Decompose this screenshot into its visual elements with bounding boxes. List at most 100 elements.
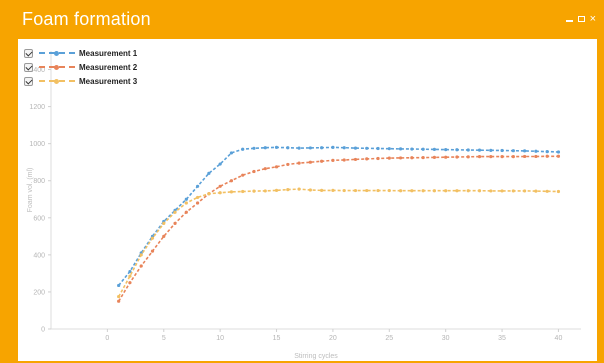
series-3-point bbox=[229, 190, 234, 194]
series-2-point bbox=[117, 299, 121, 303]
window-controls: × bbox=[565, 12, 596, 26]
series-2-point bbox=[229, 179, 234, 183]
y-tick-label: 1200 bbox=[29, 104, 45, 111]
series-1-point bbox=[444, 147, 448, 152]
series-1-point bbox=[353, 146, 358, 150]
legend-checkbox-2[interactable] bbox=[24, 62, 33, 72]
series-1-point bbox=[421, 147, 425, 151]
chart-panel: 0 200 400 600 800 1000 1200 1400 0 5 10 15 20 25 30 35 4… bbox=[18, 39, 597, 361]
series-2-point bbox=[410, 156, 414, 160]
close-icon[interactable]: × bbox=[589, 13, 596, 25]
series-1-point bbox=[218, 162, 222, 166]
series-2-point bbox=[489, 155, 493, 159]
series-2-point bbox=[252, 169, 256, 174]
series-2-point bbox=[365, 157, 369, 161]
series-1-point bbox=[432, 147, 437, 152]
series-3-point bbox=[455, 189, 459, 193]
series-3-point bbox=[342, 188, 346, 193]
series-2-point bbox=[466, 155, 470, 159]
x-tick-label: 35 bbox=[498, 335, 506, 342]
series-2-point bbox=[150, 249, 155, 253]
series-1-point bbox=[387, 147, 391, 151]
series-swatch-2 bbox=[39, 64, 75, 70]
series-2-point bbox=[455, 155, 459, 159]
series-1-point bbox=[320, 146, 324, 150]
series-2-point bbox=[511, 155, 515, 159]
series-1-point bbox=[252, 146, 256, 150]
series-1-point bbox=[241, 147, 245, 151]
series-3-point bbox=[489, 189, 493, 193]
minimize-icon[interactable] bbox=[565, 20, 573, 22]
x-tick-label: 40 bbox=[555, 335, 563, 342]
series-2-point bbox=[286, 162, 290, 167]
y-tick-label: 1400 bbox=[29, 67, 45, 74]
legend-checkbox-1[interactable] bbox=[24, 48, 33, 58]
legend-item-measurement-2[interactable]: Measurement 2 bbox=[24, 60, 137, 74]
series-line-1 bbox=[118, 146, 559, 286]
y-tick-label: 0 bbox=[41, 327, 45, 334]
line-chart: 0 200 400 600 800 1000 1200 1400 0 5 10 15 20 25 30 35 4… bbox=[27, 51, 581, 360]
series-2-point bbox=[432, 155, 437, 159]
series-line-3 bbox=[117, 188, 559, 297]
series-2-point bbox=[218, 184, 222, 188]
series-1-point bbox=[184, 197, 188, 201]
series-3-point bbox=[365, 188, 369, 193]
series-1-point bbox=[410, 147, 414, 151]
series-2-point bbox=[545, 154, 549, 158]
y-tick-label: 1000 bbox=[29, 141, 45, 148]
legend-label-2: Measurement 2 bbox=[79, 62, 138, 72]
series-3-point bbox=[432, 189, 437, 193]
series-1-point bbox=[466, 148, 470, 152]
series-1-point bbox=[365, 146, 369, 150]
x-tick-label: 25 bbox=[385, 335, 393, 342]
series-3-point bbox=[331, 188, 335, 192]
series-3-point bbox=[274, 188, 279, 192]
series-3-point bbox=[263, 189, 267, 193]
series-2-point bbox=[241, 173, 245, 177]
series-1-point bbox=[308, 146, 312, 150]
series-3-point bbox=[297, 187, 301, 191]
maximize-icon[interactable] bbox=[577, 16, 585, 22]
series-1-point bbox=[207, 171, 211, 175]
chart-legend: Measurement 1 Measurement 2 Measurement … bbox=[24, 46, 137, 88]
series-3-point bbox=[534, 189, 538, 193]
series-3-point bbox=[195, 195, 200, 200]
title-bar[interactable]: Foam formation × bbox=[0, 0, 604, 38]
series-2-point bbox=[500, 155, 504, 159]
legend-label-3: Measurement 3 bbox=[79, 76, 138, 86]
series-2-point bbox=[263, 167, 267, 171]
series-3-point bbox=[511, 189, 515, 193]
series-1-point bbox=[263, 146, 267, 150]
series-1-point bbox=[117, 283, 121, 288]
series-3-point bbox=[545, 189, 549, 193]
series-2-point bbox=[398, 156, 403, 160]
series-3-point bbox=[117, 294, 121, 299]
series-3-point bbox=[421, 189, 425, 193]
y-tick-label: 400 bbox=[33, 252, 45, 259]
legend-label-1: Measurement 1 bbox=[79, 48, 138, 58]
series-2-point bbox=[274, 165, 279, 169]
series-1-point bbox=[500, 148, 504, 153]
series-3-point bbox=[376, 188, 380, 193]
x-tick-label: 10 bbox=[216, 335, 224, 342]
series-3-point bbox=[207, 192, 211, 196]
legend-item-measurement-3[interactable]: Measurement 3 bbox=[24, 74, 137, 88]
series-3-point bbox=[252, 189, 256, 193]
series-2-point bbox=[387, 156, 391, 160]
series-2-point bbox=[534, 154, 538, 159]
y-tick-label: 200 bbox=[33, 289, 45, 296]
series-3-point bbox=[387, 188, 391, 193]
series-3-point bbox=[444, 189, 448, 193]
legend-checkbox-3[interactable] bbox=[24, 76, 33, 86]
series-swatch-1 bbox=[39, 50, 75, 56]
series-1-point bbox=[556, 150, 561, 154]
series-1-point bbox=[297, 146, 301, 150]
series-3-point bbox=[150, 236, 155, 240]
legend-item-measurement-1[interactable]: Measurement 1 bbox=[24, 46, 137, 60]
series-3-point bbox=[218, 191, 222, 195]
series-2-point bbox=[162, 234, 166, 238]
series-2-point bbox=[421, 155, 425, 160]
x-tick-label: 0 bbox=[105, 335, 109, 342]
series-3-point bbox=[466, 189, 470, 193]
